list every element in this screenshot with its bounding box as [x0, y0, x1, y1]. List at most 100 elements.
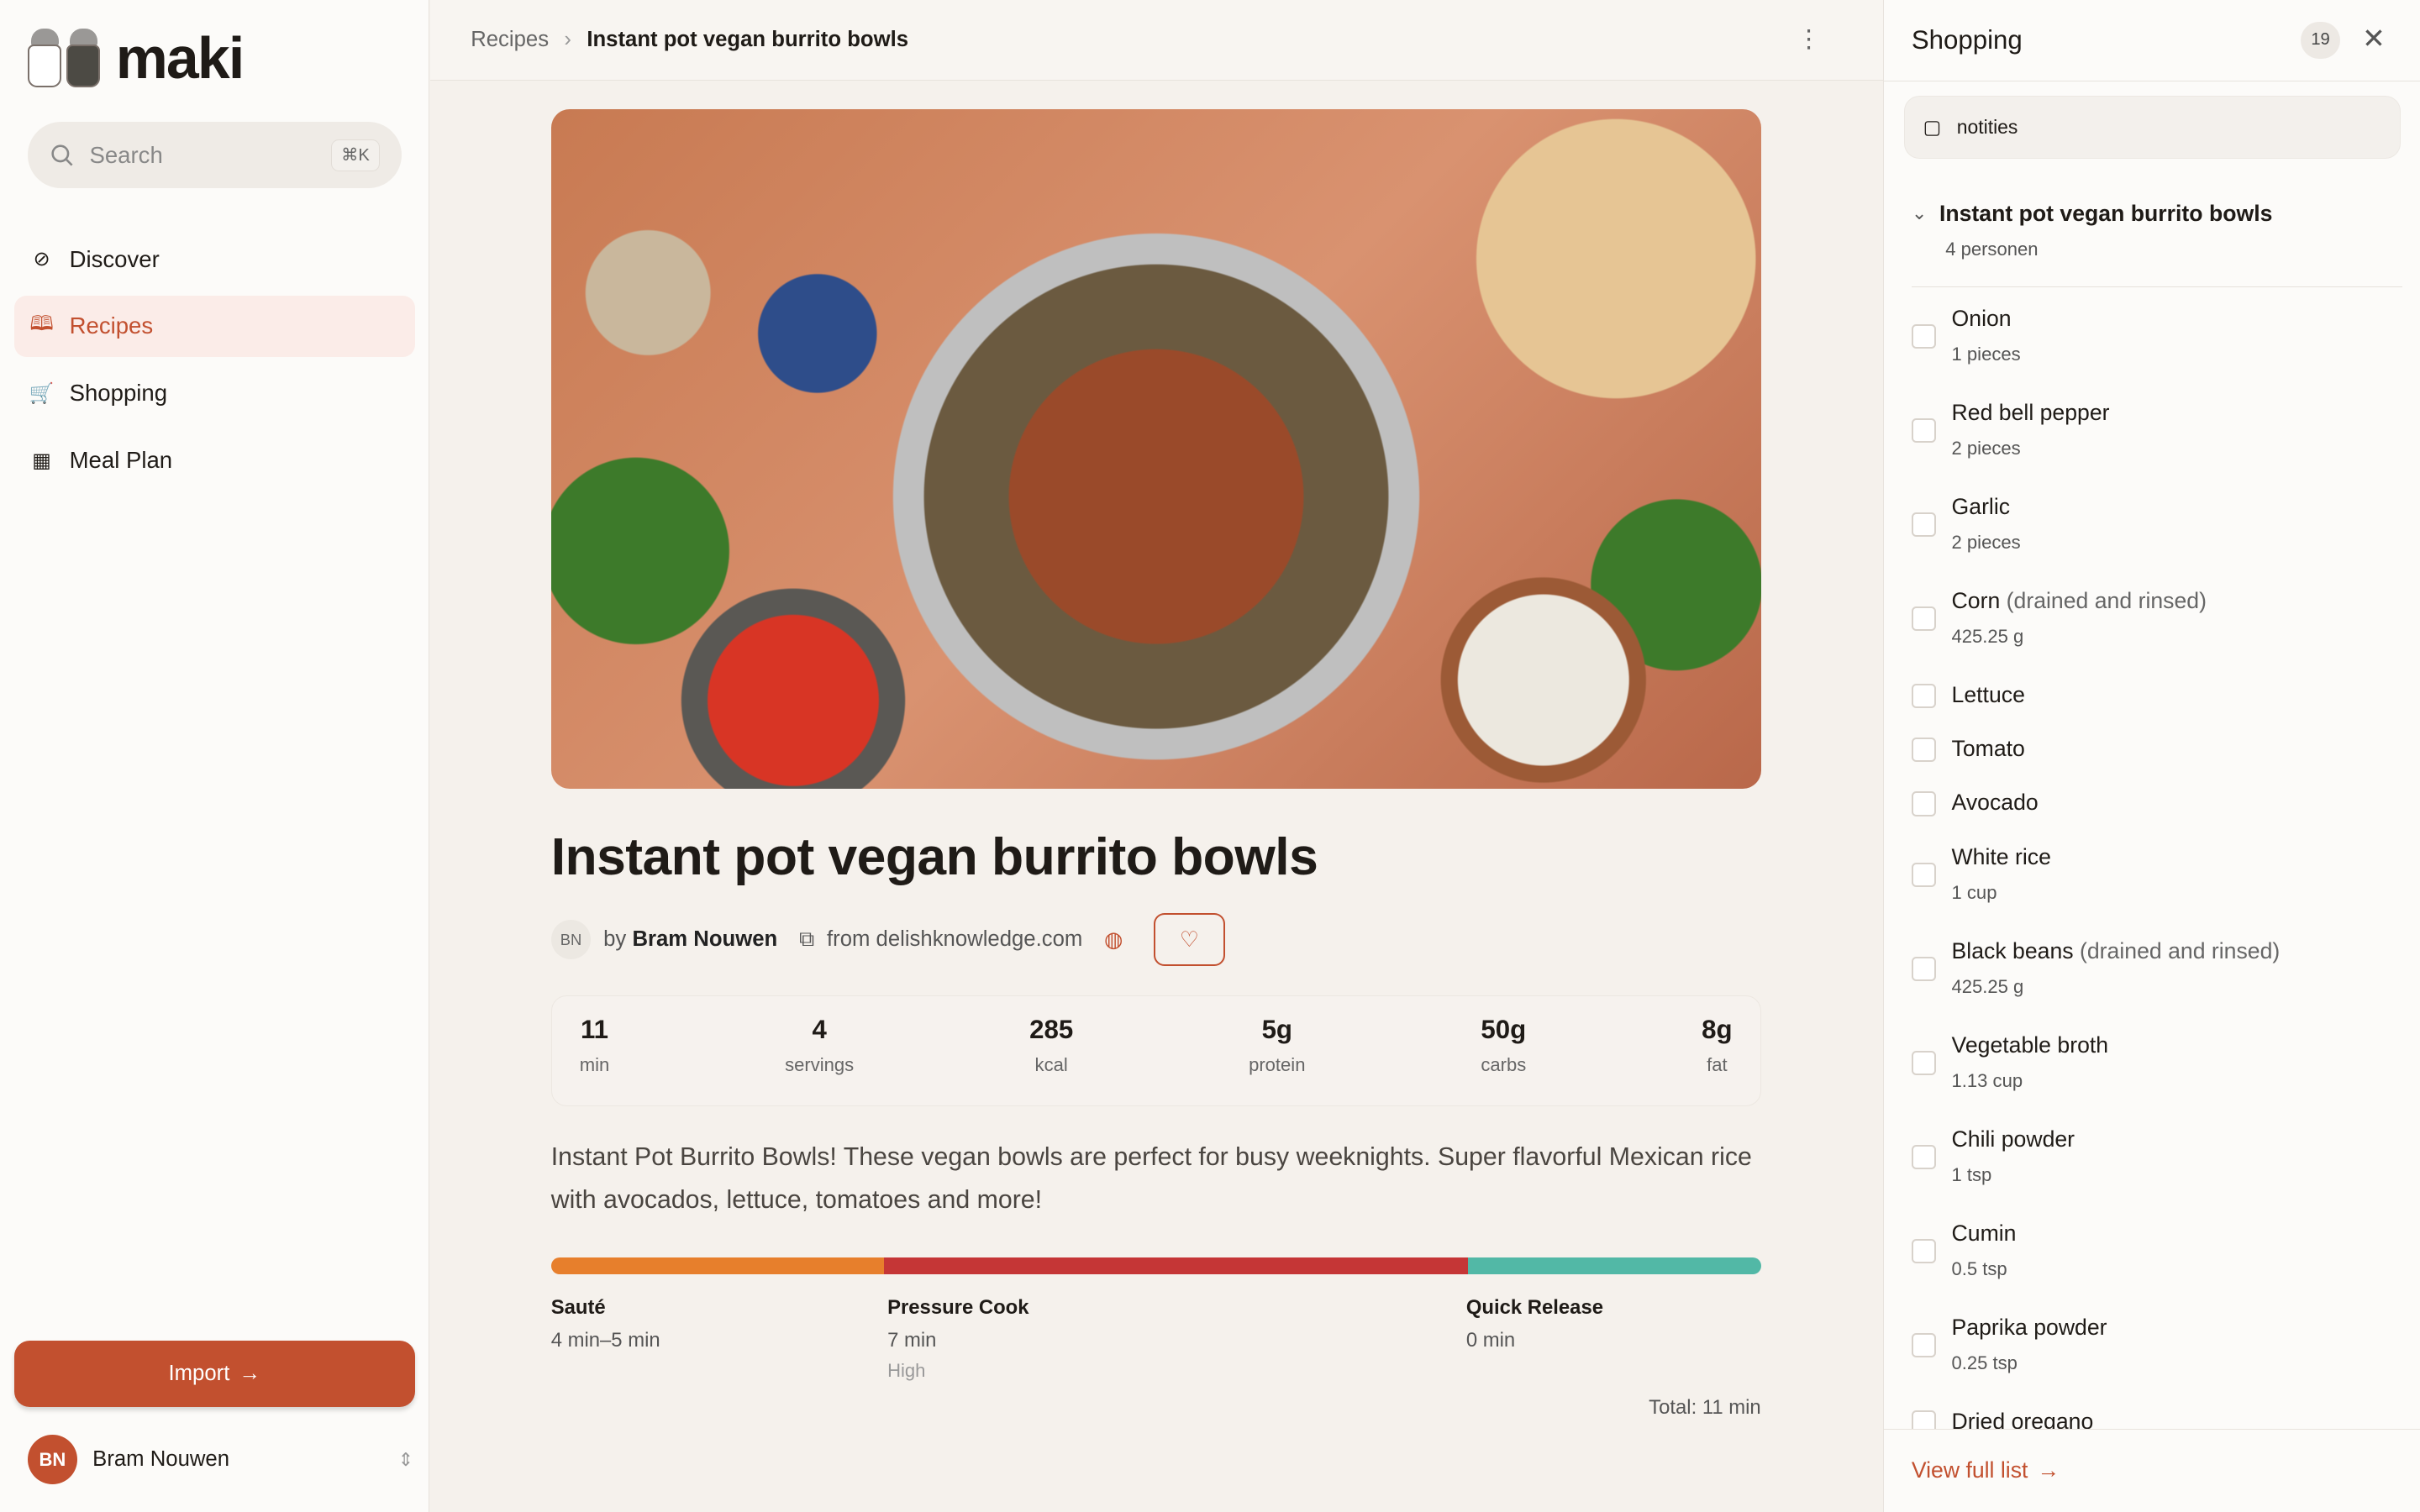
item-name: Vegetable broth	[1951, 1032, 2109, 1058]
stat-unit: carbs	[1481, 1053, 1527, 1075]
panel-title: Shopping	[1911, 25, 2023, 55]
phase-duration: 4 min–5 min	[550, 1328, 660, 1352]
search-shortcut: ⌘K	[331, 139, 380, 171]
logo[interactable]: maki	[28, 24, 245, 92]
phase-duration: 7 min	[887, 1328, 937, 1352]
group-title: Instant pot vegan burrito bowls	[1939, 200, 2273, 226]
app-name: maki	[115, 25, 245, 92]
item-quantity: 1.13 cup	[1951, 1070, 2023, 1092]
cooking-timeline	[550, 1257, 1761, 1275]
import-button[interactable]: Import →	[13, 1341, 416, 1408]
notes-label: notities	[1956, 116, 2018, 139]
shopping-item: Avocado	[1911, 784, 2402, 837]
item-name: Cumin	[1951, 1220, 2017, 1246]
recipe-image	[550, 109, 1761, 789]
item-name: Onion	[1951, 305, 2012, 331]
book-icon: 🕮	[29, 312, 54, 335]
stat-servings: 4 servings	[785, 1015, 854, 1105]
item-name: Tomato	[1951, 736, 2025, 762]
source-link[interactable]: from delishknowledge.com	[827, 927, 1083, 952]
more-options-icon[interactable]: ⋮	[1796, 25, 1822, 54]
heart-icon: ♡	[1179, 927, 1199, 952]
item-name: Lettuce	[1951, 681, 2025, 707]
recipe-view: Recipes › Instant pot vegan burrito bowl…	[430, 0, 1883, 1512]
item-checkbox[interactable]	[1911, 737, 1937, 763]
stat-value: 8g	[1702, 1014, 1733, 1044]
stat-unit: servings	[785, 1053, 855, 1075]
recipe-description: Instant Pot Burrito Bowls! These vegan b…	[550, 1142, 1752, 1215]
recipe-group[interactable]: ⌄ Instant pot vegan burrito bowls 4 perso…	[1911, 200, 2402, 287]
item-checkbox[interactable]	[1911, 862, 1937, 888]
compass-icon: ⊘	[33, 248, 50, 271]
item-checkbox[interactable]	[1911, 323, 1937, 349]
import-label: Import	[168, 1362, 230, 1386]
item-note: (drained and rinsed)	[2080, 937, 2281, 963]
salt-pepper-logo-icon	[28, 29, 101, 88]
item-checkbox[interactable]	[1911, 791, 1937, 816]
sidebar-item-recipes[interactable]: 🕮 Recipes	[13, 295, 416, 358]
item-quantity: 1 tsp	[1951, 1164, 1992, 1186]
shopping-item: Chili powder 1 tsp	[1911, 1120, 2402, 1214]
sidebar-item-meal-plan[interactable]: ▦ Meal Plan	[14, 429, 416, 491]
author: by Bram Nouwen	[603, 927, 777, 952]
phase-name: Pressure Cook	[887, 1295, 1029, 1319]
item-checkbox[interactable]	[1911, 1238, 1937, 1264]
item-checkbox[interactable]	[1911, 1332, 1937, 1358]
external-link-icon: ⧉	[798, 927, 815, 951]
sidebar-item-shopping[interactable]: 🛒 Shopping	[14, 363, 416, 424]
item-name: Chili powder	[1951, 1126, 2075, 1152]
phase-pressure-cook: Pressure Cook 7 min High	[887, 1296, 1028, 1382]
item-quantity: 0.25 tsp	[1951, 1352, 2018, 1374]
chevron-down-icon: ⌄	[1911, 202, 1928, 224]
item-quantity: 2 pieces	[1951, 532, 2021, 554]
sidebar-item-label: Recipes	[69, 312, 154, 339]
item-note: (drained and rinsed)	[2006, 587, 2207, 613]
view-full-list-link[interactable]: View full list →	[1883, 1428, 2420, 1512]
timeline-segment-quick-release	[1467, 1257, 1761, 1275]
author-avatar: BN	[550, 919, 592, 960]
phase-pressure: High	[887, 1360, 926, 1381]
shopping-item: Black beans (drained and rinsed) 425.25 g	[1911, 932, 2402, 1026]
item-checkbox[interactable]	[1911, 683, 1937, 708]
arrow-right-icon: →	[239, 1362, 261, 1386]
total-time: Total: 11 min	[1649, 1396, 1761, 1420]
item-quantity: 2 pieces	[1951, 438, 2021, 459]
item-count-badge: 19	[2300, 21, 2341, 59]
arrow-right-icon: →	[2037, 1457, 2060, 1483]
recipe-meta: BN by Bram Nouwen ⧉ from delishknowledge…	[550, 913, 1225, 966]
avatar: BN	[28, 1435, 77, 1484]
item-name: Red bell pepper	[1951, 399, 2110, 425]
shopping-panel: Shopping 19 ✕ ▢ notities ⌄ Instant pot veg…	[1882, 0, 2420, 1512]
sidebar-item-discover[interactable]: ⊘ Discover	[14, 228, 416, 290]
stat-protein: 5g protein	[1249, 1015, 1305, 1105]
item-checkbox[interactable]	[1911, 1410, 1937, 1429]
stat-min: 11 min	[580, 1015, 610, 1105]
search-icon	[51, 144, 73, 166]
item-checkbox[interactable]	[1911, 956, 1937, 982]
breadcrumb-recipes[interactable]: Recipes	[471, 27, 550, 51]
globe-icon[interactable]: ◍	[1104, 927, 1123, 952]
stat-value: 50g	[1481, 1014, 1527, 1044]
user-menu[interactable]: BN Bram Nouwen ⇕	[28, 1435, 413, 1484]
item-checkbox[interactable]	[1911, 606, 1937, 632]
shopping-items: Onion 1 pieces Red bell pepper 2 pieces Garl…	[1911, 299, 2402, 1429]
notes-field[interactable]: ▢ notities	[1903, 95, 2402, 160]
timeline-segment-saute	[550, 1257, 885, 1275]
stat-value: 285	[1029, 1014, 1074, 1044]
search-input[interactable]: Search ⌘K	[28, 122, 402, 189]
cart-icon: 🛒	[29, 381, 55, 405]
item-checkbox[interactable]	[1911, 1144, 1937, 1170]
close-icon[interactable]: ✕	[2362, 23, 2386, 55]
stat-unit: protein	[1249, 1053, 1306, 1075]
item-checkbox[interactable]	[1911, 1050, 1937, 1076]
item-quantity: 1 pieces	[1951, 344, 2021, 365]
user-name: Bram Nouwen	[92, 1447, 230, 1471]
phase-duration: 0 min	[1465, 1328, 1516, 1352]
item-name: Corn	[1951, 587, 2001, 613]
item-checkbox[interactable]	[1911, 512, 1937, 538]
favorite-button[interactable]: ♡	[1154, 913, 1225, 966]
shopping-item: Corn (drained and rinsed) 425.25 g	[1911, 581, 2402, 675]
shopping-item: Paprika powder 0.25 tsp	[1911, 1308, 2402, 1402]
item-checkbox[interactable]	[1911, 417, 1937, 444]
note-icon: ▢	[1923, 116, 1942, 139]
